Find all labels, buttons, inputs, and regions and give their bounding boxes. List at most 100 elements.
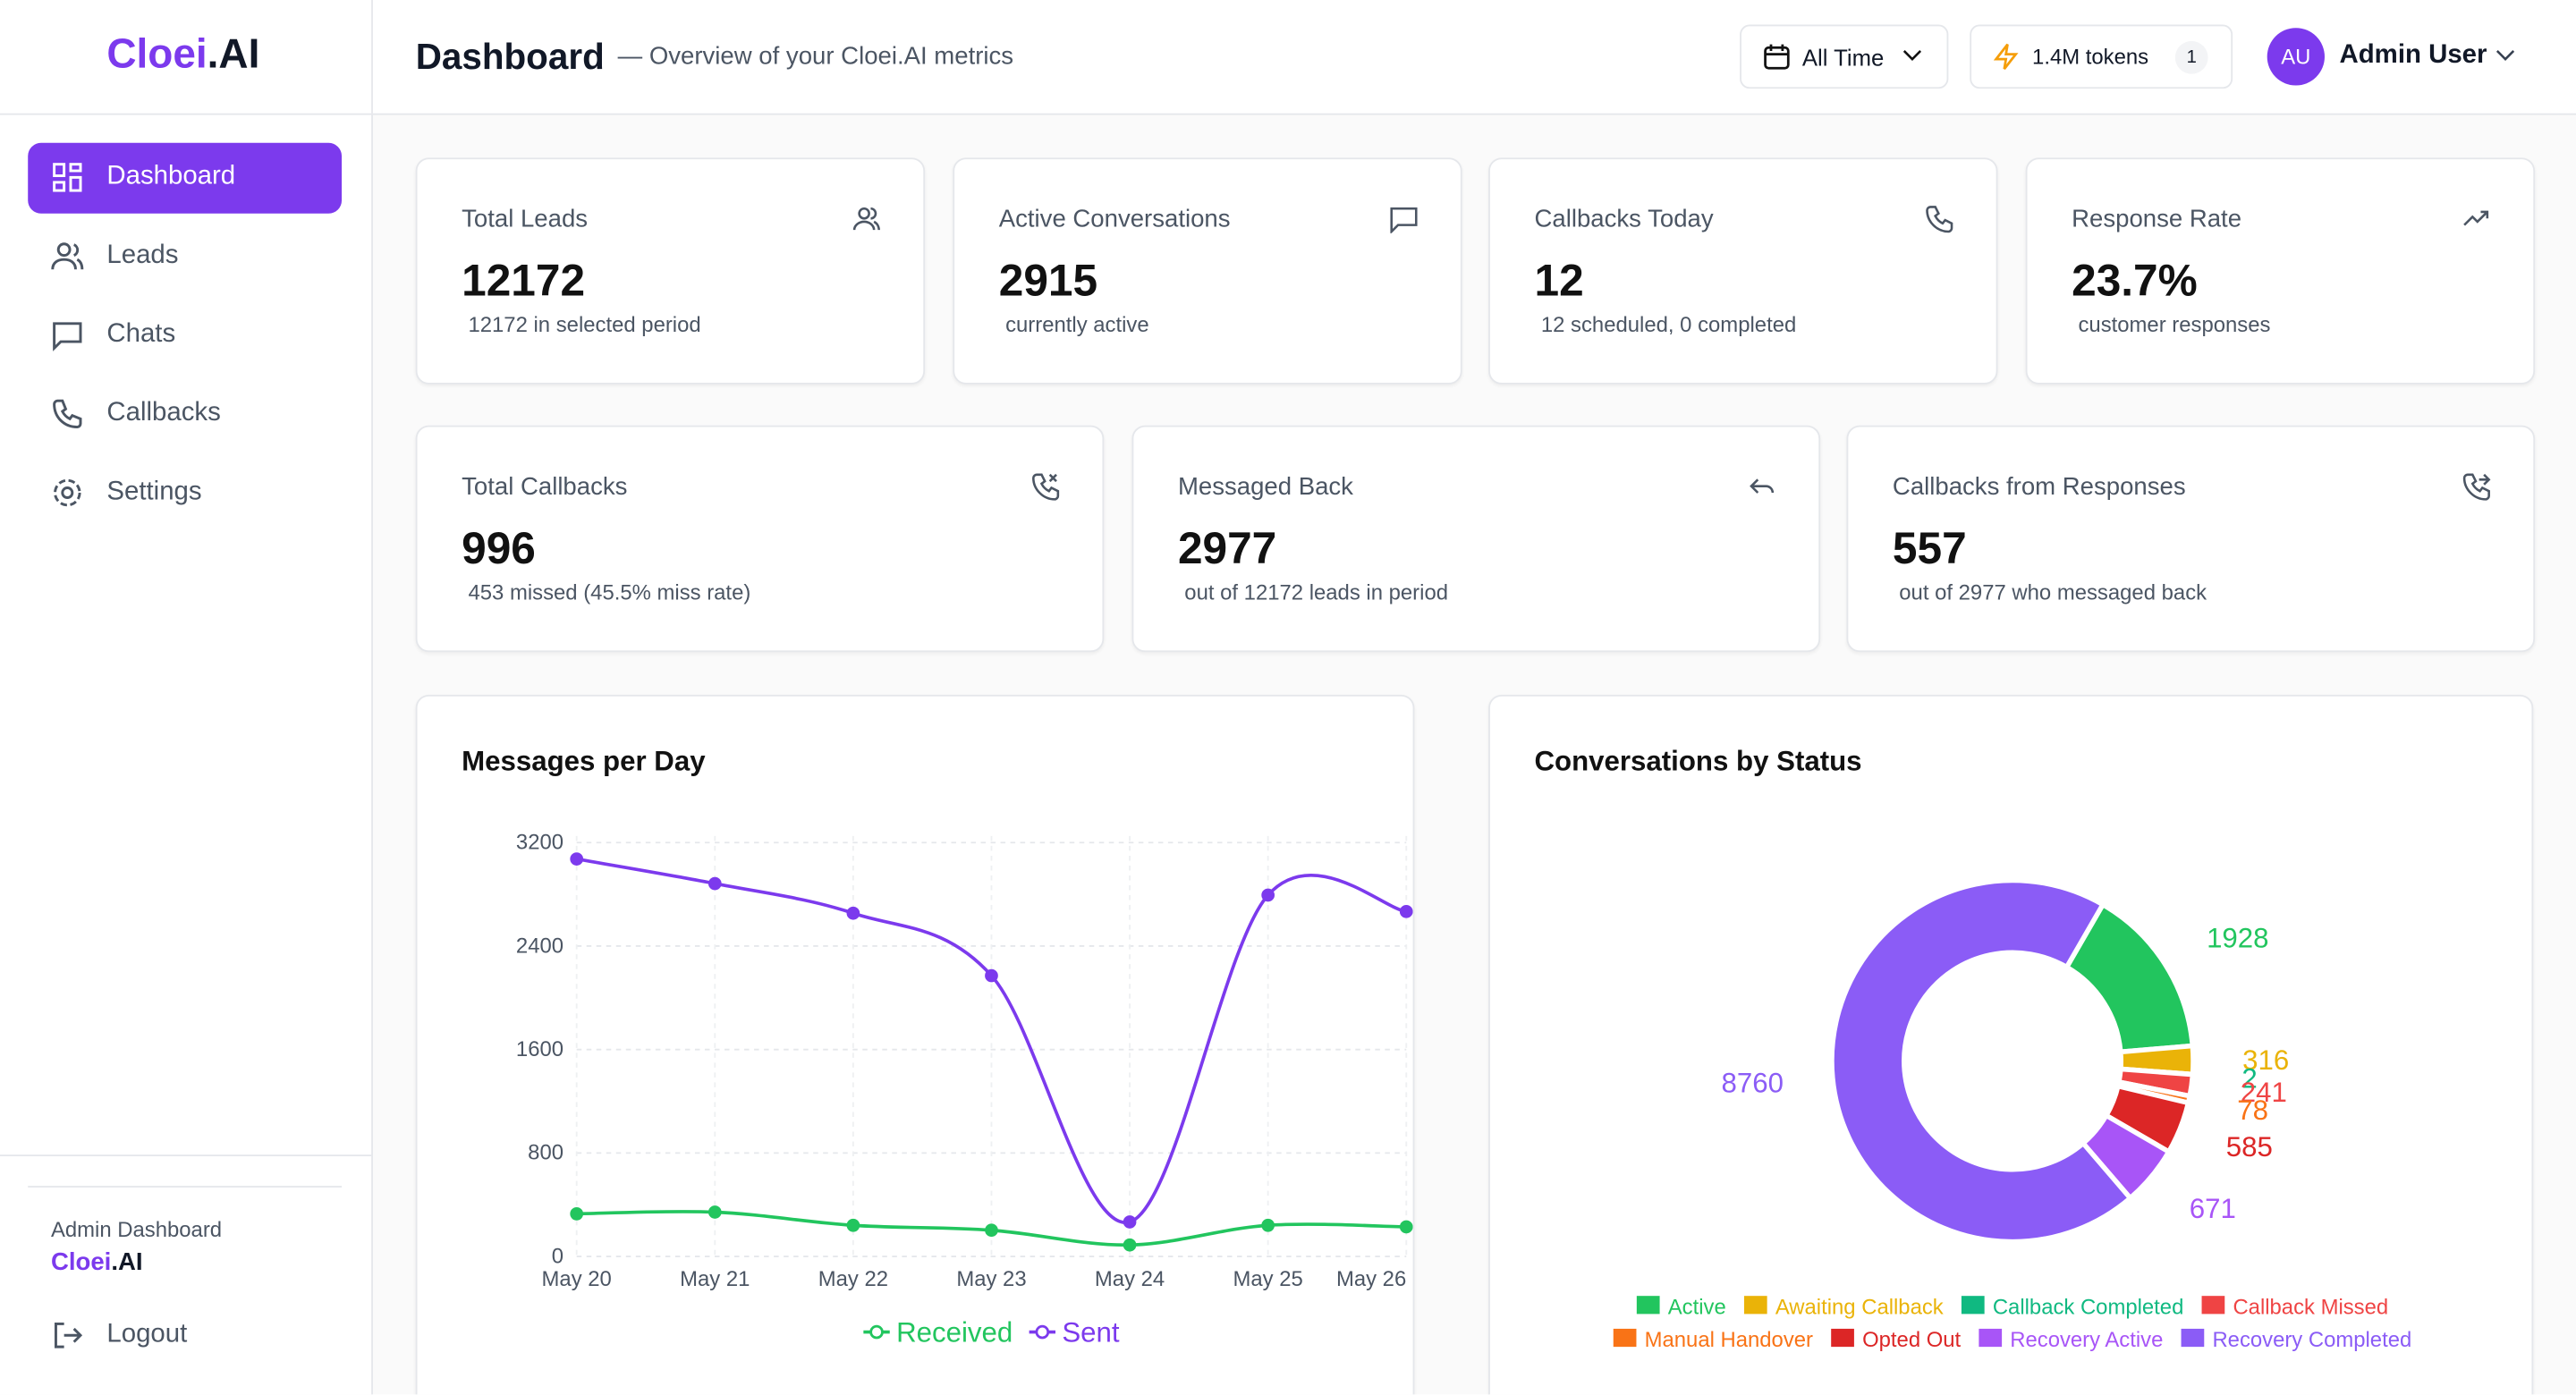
slice-label: 316 [2242, 1044, 2289, 1076]
avatar[interactable]: AU [2267, 28, 2325, 86]
point [570, 852, 584, 866]
tokens-button[interactable]: 1.4M tokens 1 [1970, 24, 2233, 89]
point [1123, 1215, 1137, 1229]
nav-item[interactable]: Settings [28, 458, 342, 528]
brand-part: Cloei [50, 1247, 112, 1277]
stat-card: Messaged Back 2977 out of 12172 leads in… [1131, 425, 1821, 653]
chart-title: Messages per Day [462, 745, 706, 776]
card-value: 2977 [1177, 523, 1277, 574]
nav-item[interactable]: Dashboard [28, 142, 343, 214]
sidebar: Cloei.AI Dashboard Leads Chats Callbacks… [0, 0, 373, 1395]
legend-swatch [1831, 1328, 1854, 1348]
stat-card: Active Conversations 2915 currently acti… [953, 157, 1462, 385]
divider [0, 1154, 372, 1157]
point [708, 876, 722, 891]
legend-swatch [869, 1324, 884, 1340]
card-icon [1750, 478, 1775, 494]
point [846, 906, 860, 920]
point [1399, 1220, 1413, 1234]
range-button[interactable]: All Time [1740, 24, 1949, 89]
card-note: out of 12172 leads in period [1184, 579, 1449, 604]
legend-label: Opted Out [1862, 1328, 1961, 1352]
card-value: 2915 [998, 256, 1098, 306]
x-tick-label: May 25 [1233, 1267, 1303, 1291]
point [985, 1223, 998, 1238]
point [708, 1205, 722, 1219]
stat-card: Response Rate 23.7% customer responses [2025, 157, 2536, 385]
page-subtitle: — Overview of your Cloei.AI metrics [617, 42, 1014, 71]
nav-item[interactable]: Callbacks [28, 379, 342, 450]
x-tick-label: May 26 [1336, 1267, 1406, 1291]
series-line [576, 857, 1407, 1224]
card-icon [2463, 210, 2489, 226]
chart-title: Conversations by Status [1535, 745, 1862, 776]
card-label: Callbacks from Responses [1892, 472, 2186, 502]
slice-label: 8760 [1722, 1067, 1784, 1098]
logo-part: .AI [207, 30, 260, 78]
y-tick-label: 800 [528, 1141, 564, 1165]
point [1261, 1218, 1275, 1232]
card-icon [1032, 473, 1060, 501]
nav-item[interactable]: Chats [28, 300, 342, 371]
legend-swatch [1035, 1324, 1050, 1340]
card-label: Total Leads [462, 205, 589, 233]
y-tick-label: 3200 [516, 831, 564, 855]
card-label: Response Rate [2072, 205, 2242, 233]
card-label: Active Conversations [998, 205, 1231, 233]
legend-item: Active [1636, 1295, 1726, 1319]
legend-item: Recovery Active [1979, 1328, 2163, 1352]
line-card: Messages per Day 0 800 1600 2400 3200 May 20 Ma… [415, 694, 1415, 1395]
x-tick-label: May 22 [818, 1267, 888, 1291]
legend-swatch [1613, 1328, 1637, 1348]
logo[interactable]: Cloei.AI [106, 31, 259, 79]
card-icon [1390, 207, 1418, 233]
legend-label: Callback Missed [2233, 1295, 2388, 1319]
tokens-label: 1.4M tokens [2032, 44, 2149, 70]
point [1399, 904, 1413, 918]
slice-label: 671 [2190, 1193, 2236, 1224]
x-tick-label: May 23 [956, 1267, 1026, 1291]
nav-label: Chats [106, 320, 176, 349]
legend-swatch [1636, 1296, 1660, 1315]
chevron [2496, 50, 2515, 61]
legend-item: Awaiting Callback [1743, 1295, 1944, 1319]
legend-label: Recovery Active [2010, 1328, 2163, 1352]
nav-label: Callbacks [106, 399, 221, 427]
legend-label: Sent [1062, 1317, 1120, 1348]
legend-item: Opted Out [1831, 1328, 1962, 1352]
user-name[interactable]: Admin User [2339, 40, 2487, 70]
card-note: 12172 in selected period [468, 311, 701, 337]
card-note: customer responses [2078, 311, 2271, 337]
x-tick-label: May 20 [542, 1267, 612, 1291]
legend-label: Active [1668, 1295, 1726, 1319]
logout[interactable]: Logout [28, 1301, 342, 1372]
card-note: 12 scheduled, 0 completed [1540, 311, 1797, 337]
stat-card: Total Leads 12172 12172 in selected peri… [415, 157, 926, 385]
legend-label: Received [896, 1317, 1013, 1348]
token-badge: 1 [2174, 40, 2208, 74]
slice-label: 78 [2237, 1095, 2268, 1126]
legend-item: Recovery Completed [2181, 1328, 2411, 1352]
slice-label: 241 [2241, 1077, 2287, 1108]
slice-label: 585 [2226, 1131, 2273, 1162]
legend-swatch [1979, 1328, 2003, 1348]
footer-label: Admin Dashboard [50, 1217, 223, 1242]
legend-swatch [1743, 1296, 1767, 1315]
point [1261, 888, 1275, 902]
nav-item[interactable]: Leads [28, 222, 342, 292]
stat-card: Callbacks from Responses 557 out of 2977… [1846, 425, 2536, 653]
logo-area: Cloei.AI [0, 0, 372, 115]
point [846, 1218, 860, 1232]
slice-label: 1928 [2207, 923, 2268, 954]
nav-label: Leads [106, 241, 179, 270]
page-title: Dashboard [415, 36, 605, 78]
footer-brand: Cloei.AI [51, 1248, 143, 1276]
point [1123, 1238, 1137, 1252]
card-label: Total Callbacks [462, 472, 628, 502]
card-label: Messaged Back [1177, 472, 1353, 502]
stat-card: Callbacks Today 12 12 scheduled, 0 compl… [1488, 157, 1998, 385]
legend-swatch [2181, 1328, 2205, 1348]
